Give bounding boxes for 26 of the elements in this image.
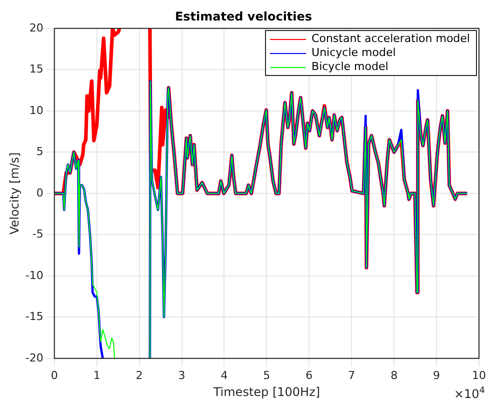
legend-label: Constant acceleration model <box>312 32 470 46</box>
x-axis-title: Timestep [100Hz] <box>212 384 320 399</box>
legend-label: Bicycle model <box>312 60 388 74</box>
y-tick-label: 5 <box>36 145 44 158</box>
x-tick-label: 9 <box>433 368 440 382</box>
y-tick-label: -5 <box>32 228 44 241</box>
x-tick-label: 5 <box>263 368 270 382</box>
x-tick-label: 2 <box>136 368 143 382</box>
x-tick-label: 3 <box>178 368 186 382</box>
y-tick-label: 20 <box>29 21 44 34</box>
y-tick-label: 0 <box>36 186 44 200</box>
y-tick-label: 15 <box>29 62 44 76</box>
y-tick-label: -20 <box>25 351 44 364</box>
x-tick-label: 10 <box>472 368 486 382</box>
y-tick-label: -15 <box>25 310 44 324</box>
x-tick-label: 4 <box>220 368 228 382</box>
y-axis-title: Velocity [m/s] <box>7 152 22 235</box>
x-tick-label: 6 <box>306 368 313 382</box>
x-tick-label: 0 <box>50 368 58 382</box>
x-tick-label: 8 <box>390 368 398 382</box>
x-tick-label: 1 <box>93 368 100 382</box>
x-tick-label: 7 <box>348 368 356 382</box>
chart-title: Estimated velocities <box>174 9 312 24</box>
legend-label: Unicycle model <box>312 46 396 60</box>
y-tick-label: -10 <box>25 268 44 282</box>
y-tick-label: 10 <box>29 104 44 117</box>
